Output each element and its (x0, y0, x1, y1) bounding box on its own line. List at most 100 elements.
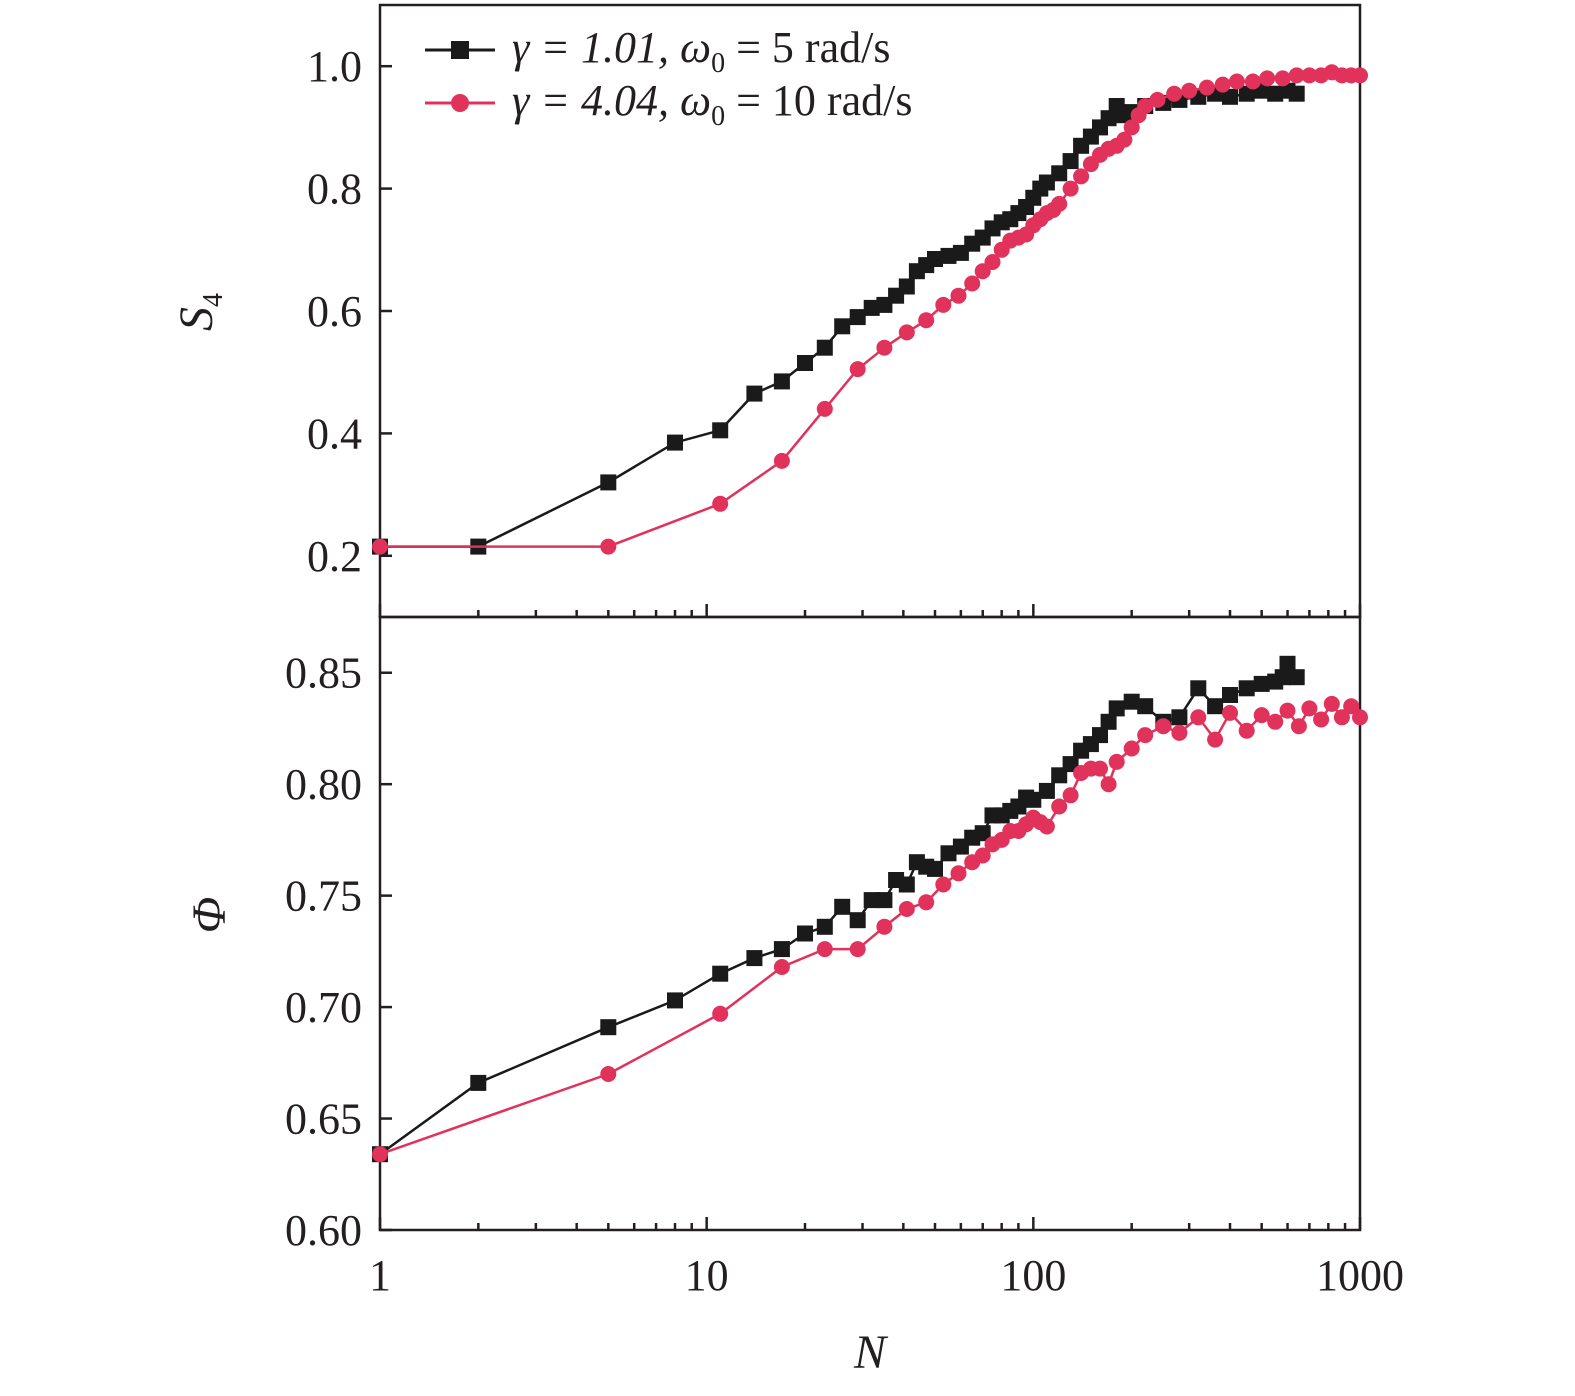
bottom-series-1-point (1108, 700, 1125, 717)
bottom-y-tick-label: 0.65 (285, 1095, 362, 1144)
bottom-series-2-point (1038, 818, 1055, 835)
top-series-1-point (849, 309, 866, 326)
bottom-series-1-point (816, 918, 833, 935)
bottom-series-2-point (1062, 787, 1079, 804)
bottom-y-tick-label: 0.60 (285, 1206, 362, 1255)
x-tick-label: 1000 (1316, 1251, 1404, 1300)
top-series-2-point (1181, 82, 1198, 99)
top-series-1-point (712, 422, 729, 439)
top-series-1-point (600, 474, 617, 491)
top-y-tick-label: 0.4 (307, 409, 362, 458)
top-series-2-point (984, 254, 1001, 270)
top-series-2-point (1228, 73, 1245, 90)
bottom-series-2-point (918, 894, 935, 911)
top-series-1-point (1288, 85, 1305, 102)
top-series-1-point (898, 278, 915, 295)
top-series-2-point (849, 361, 866, 378)
legend-label-2: γ = 4.04, ω0 = 10 rad/s (512, 76, 912, 132)
top-series-2-point (1062, 180, 1079, 197)
top-series-2-point (1259, 70, 1276, 87)
bottom-series-2-point (372, 1146, 388, 1163)
top-series-2-point (1352, 67, 1368, 84)
top-series-1-point (667, 434, 683, 451)
top-series-2-point (918, 312, 935, 329)
top-panel: 0.2 0.4 0.6 0.8 1.0 S4 γ = 1.01, ω0 = 5 rad/… (170, 3, 1368, 619)
top-series-2-point (1244, 73, 1261, 90)
top-series-1-point (927, 251, 943, 267)
top-series-1-point (863, 299, 880, 316)
bottom-panel: 0.60 0.65 0.70 0.75 0.80 0.85 1 10 100 1000 Φ N (183, 615, 1404, 1379)
top-ticks: 0.2 0.4 0.6 0.8 1.0 (307, 42, 1362, 617)
top-series-1-point (1222, 88, 1238, 105)
legend-2-rest: = 10 rad/s (725, 76, 912, 125)
bottom-series-2-point (849, 941, 866, 958)
top-series-2-point (1051, 195, 1068, 212)
bottom-series-2-point (1343, 698, 1360, 715)
bottom-series-2-point (898, 901, 915, 917)
legend-1-rest: = 5 rad/s (725, 23, 890, 72)
bottom-series-1-point (1171, 709, 1188, 726)
bottom-series-1-point (600, 1019, 617, 1036)
top-series-2-point (876, 339, 893, 356)
top-series-2-point (600, 538, 617, 555)
top-y-tick-label: 0.8 (307, 165, 362, 214)
bottom-series-1-point (1123, 693, 1140, 710)
bottom-series-1-point (470, 1074, 487, 1091)
bottom-series-1-point (1092, 727, 1108, 744)
top-series-1-point (1100, 110, 1117, 127)
bottom-series-2-point (1301, 700, 1318, 717)
bottom-series-1-point (1222, 687, 1238, 703)
bottom-series-1-point (773, 941, 790, 958)
bottom-series-1-point (1190, 680, 1207, 697)
top-series-2-point (1288, 67, 1305, 84)
bottom-series-1-point (1137, 698, 1154, 715)
top-series-2-point (935, 296, 952, 313)
top-series-2-point (950, 287, 967, 304)
bottom-y-tick-label: 0.80 (285, 760, 362, 809)
bottom-series-1-point (797, 925, 813, 942)
legend: γ = 1.01, ω0 = 5 rad/s γ = 4.04, ω0 = 10… (425, 23, 912, 132)
bottom-series-2-line (379, 701, 1361, 1156)
bottom-series (372, 655, 1368, 1163)
bottom-series-1-point (1279, 655, 1296, 672)
top-series-2-point (372, 538, 388, 555)
bottom-series-2-point (1253, 707, 1270, 724)
top-series-2-point (964, 275, 981, 292)
bottom-series-1-point (927, 860, 943, 877)
bottom-series-2-point (1051, 798, 1068, 815)
x-tick-label: 10 (685, 1251, 729, 1300)
top-series-1-point (1051, 165, 1068, 182)
bottom-series-2-point (935, 876, 952, 893)
bottom-series-1-point (667, 992, 683, 1009)
top-series-2-point (1123, 119, 1140, 136)
top-series-2-point (1274, 70, 1291, 87)
top-series-2-point (1301, 67, 1318, 84)
bottom-series-2-point (712, 1005, 729, 1022)
top-series-2-point (1214, 76, 1231, 93)
bottom-series-2-point (600, 1066, 617, 1082)
legend-2-omega-sub: 0 (711, 101, 725, 132)
top-series-1-point (816, 339, 833, 356)
bottom-series-2-point (1108, 753, 1125, 770)
bottom-series-1-point (1274, 669, 1291, 686)
top-y-tick-label: 0.6 (307, 287, 362, 336)
x-tick-label: 1 (369, 1251, 391, 1300)
bottom-plot-frame (378, 615, 1362, 1232)
bottom-series-2-point (1222, 704, 1238, 721)
bottom-series-2-point (1137, 727, 1154, 744)
bottom-series-2-point (1313, 711, 1330, 728)
top-series-2-point (1116, 131, 1133, 148)
bottom-series-2-point (1290, 718, 1307, 735)
bottom-series-1-point (898, 876, 915, 893)
top-series-1-point (834, 318, 851, 335)
top-series-1-point (1038, 174, 1055, 191)
bottom-series-1-point (974, 825, 991, 842)
bottom-y-tick-label: 0.75 (285, 872, 362, 921)
top-series-1-point (773, 373, 790, 390)
bottom-series-2-point (1333, 709, 1350, 726)
bottom-series-1-point (1288, 669, 1305, 686)
top-series-2-point (1149, 91, 1166, 108)
legend-marker-square (451, 41, 469, 59)
bottom-y-axis-title: Φ (183, 897, 236, 934)
